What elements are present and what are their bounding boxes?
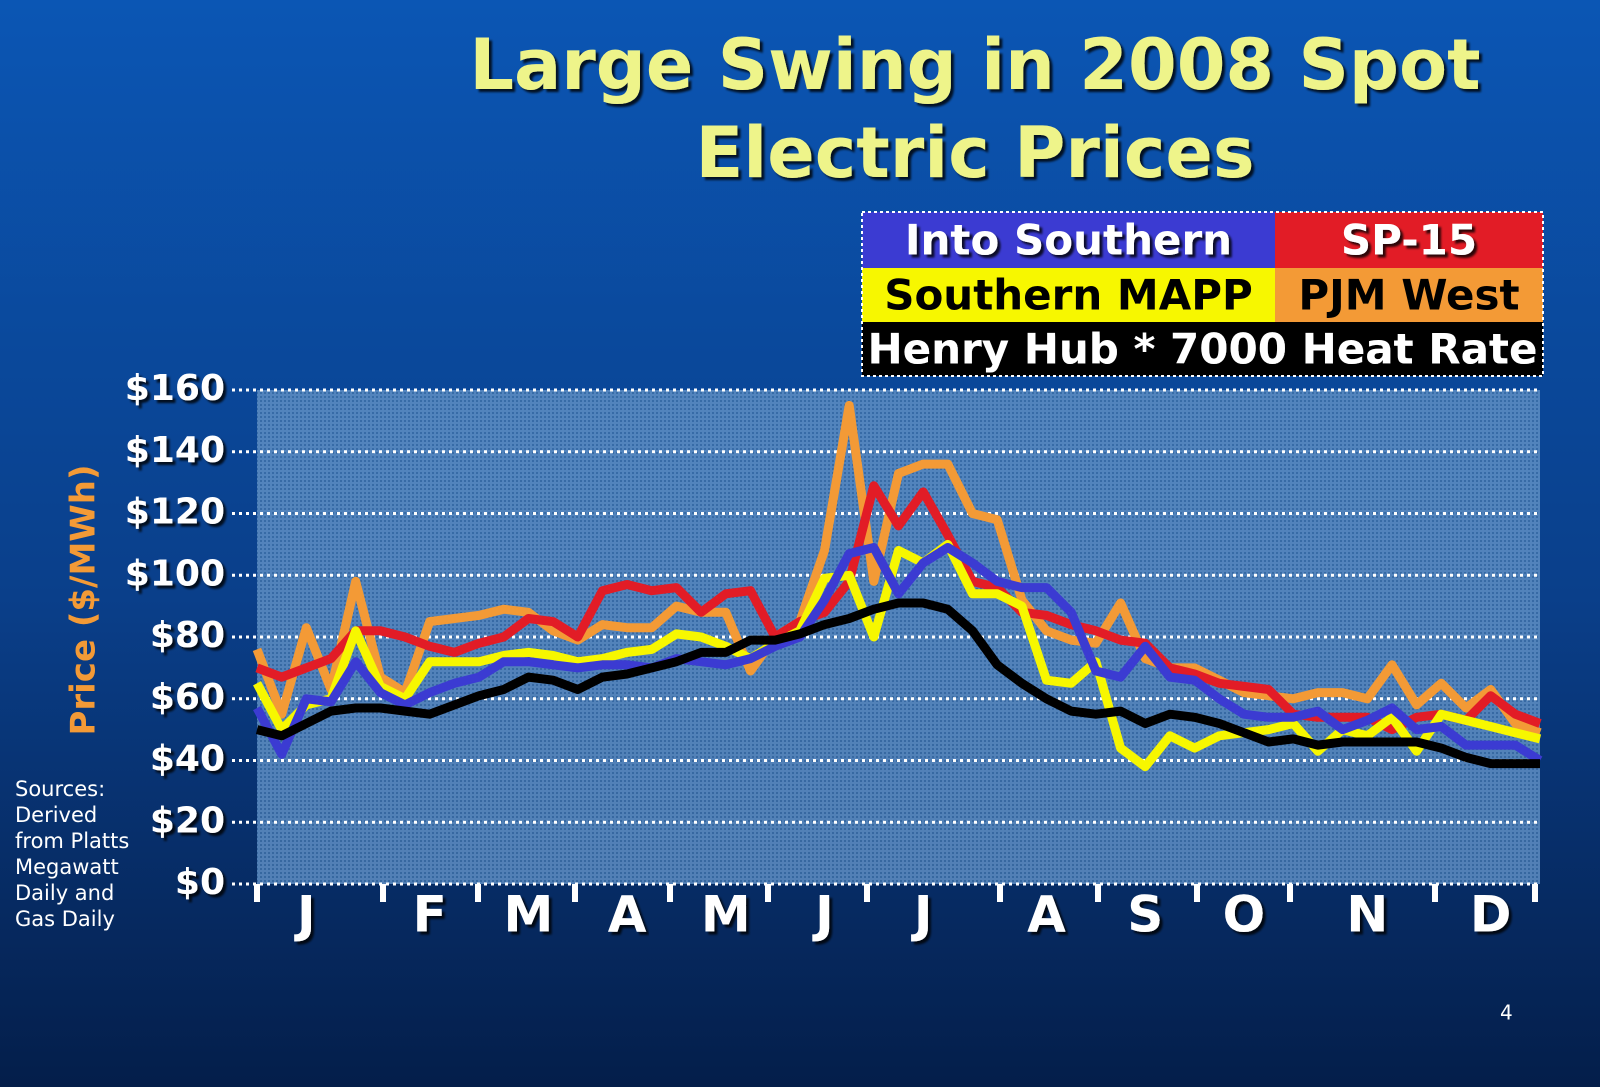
y-tick-label: $40 — [150, 739, 225, 780]
series-line — [252, 400, 1542, 737]
x-tick-label: A — [608, 886, 647, 944]
series-line — [253, 543, 1543, 765]
x-tick — [765, 884, 771, 902]
chart-title: Electric Prices — [695, 112, 1254, 194]
x-tick — [667, 884, 673, 902]
series-line — [255, 598, 1540, 769]
y-tick-label: $20 — [150, 800, 225, 841]
source-note: Daily and — [15, 881, 114, 905]
x-tick-label: J — [911, 886, 933, 944]
legend-label: PJM West — [1298, 271, 1519, 320]
x-tick-label: F — [413, 886, 447, 944]
legend-swatch — [862, 212, 1275, 268]
x-tick — [1095, 884, 1101, 902]
x-tick-label: M — [504, 886, 554, 944]
source-note: Gas Daily — [15, 907, 115, 931]
y-tick-label: $60 — [150, 677, 225, 718]
x-tick-label: D — [1470, 886, 1512, 944]
x-tick — [1287, 884, 1293, 902]
source-note: Megawatt — [15, 855, 119, 879]
y-tick-label: $100 — [125, 553, 225, 594]
y-tick-label: $80 — [150, 615, 225, 656]
y-axis-label: Price ($/MWh) — [64, 464, 104, 735]
legend-label: Henry Hub * 7000 Heat Rate — [867, 325, 1537, 374]
legend-border — [861, 211, 1544, 377]
x-tick — [997, 884, 1003, 902]
x-tick — [1532, 884, 1538, 902]
x-tick-label: J — [812, 886, 834, 944]
x-tick — [1194, 884, 1200, 902]
y-tick-label: $140 — [125, 430, 225, 471]
source-note: Derived — [15, 803, 97, 827]
legend-label: Into Southern — [905, 216, 1232, 265]
source-note: Sources: — [15, 777, 105, 801]
x-tick-label: M — [701, 886, 751, 944]
legend-swatch — [862, 322, 1543, 376]
x-tick-label: A — [1027, 886, 1066, 944]
x-tick-label: S — [1127, 886, 1163, 944]
x-tick — [864, 884, 870, 902]
chart-title: Large Swing in 2008 Spot — [469, 24, 1480, 106]
y-tick-label: $160 — [125, 368, 225, 409]
x-tick-label: O — [1223, 886, 1266, 944]
source-note: from Platts — [15, 829, 129, 853]
legend-label: SP-15 — [1341, 216, 1477, 265]
x-tick — [572, 884, 578, 902]
page-number: 4 — [1500, 1001, 1513, 1025]
x-tick-label: N — [1346, 886, 1388, 944]
legend-label: Southern MAPP — [884, 271, 1253, 320]
legend-swatch — [862, 268, 1275, 322]
y-tick-label: $120 — [125, 492, 225, 533]
x-tick — [380, 884, 386, 902]
x-tick — [254, 884, 260, 902]
legend-swatch — [1275, 268, 1543, 322]
legend-swatch — [1275, 212, 1543, 268]
x-tick — [1432, 884, 1438, 902]
x-tick — [475, 884, 481, 902]
y-tick-label: $0 — [175, 862, 225, 903]
x-tick-label: J — [294, 886, 316, 944]
